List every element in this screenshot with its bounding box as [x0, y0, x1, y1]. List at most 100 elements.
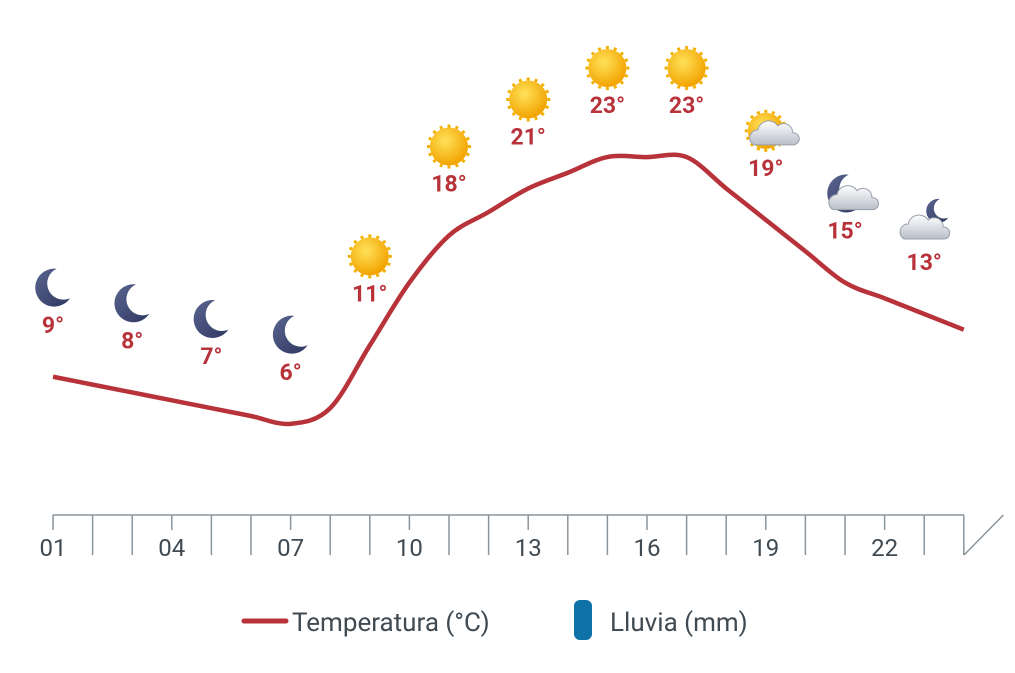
sun-ray [613, 85, 618, 89]
sun-ray [624, 73, 629, 78]
cloud [828, 185, 879, 211]
sun-ray [613, 47, 618, 52]
cloud [749, 120, 800, 146]
sun-ray [386, 246, 391, 251]
moon [272, 315, 308, 354]
x-tick [963, 514, 1004, 556]
sun-ray [624, 58, 629, 63]
sun-ray [771, 146, 776, 151]
legend: Temperatura (°C) Lluvia (mm) [241, 600, 748, 640]
sun-ray [432, 129, 437, 135]
value-label: 11° [352, 280, 387, 307]
sun [430, 127, 468, 166]
sun-ray [382, 268, 387, 274]
weather-icon [744, 109, 800, 152]
sun-ray [698, 80, 704, 85]
sun-ray [756, 110, 761, 115]
sun-ray [665, 58, 670, 63]
sun-ray [540, 111, 545, 117]
sun-ray [745, 121, 750, 126]
sun-ray [348, 262, 353, 267]
sun-ray [359, 235, 364, 240]
sun-ray [534, 116, 539, 121]
sun-ray [777, 114, 782, 120]
x-tick-label: 13 [515, 534, 542, 562]
value-label: 21° [511, 123, 546, 150]
weather-icon [114, 284, 150, 323]
weather-icon [827, 174, 879, 213]
sun-ray [432, 158, 437, 164]
sun-ray [353, 239, 358, 245]
sun-ray [511, 82, 516, 88]
sun-ray [597, 47, 602, 52]
sun-ray [428, 152, 433, 157]
moon [114, 284, 150, 323]
moon [926, 198, 949, 223]
sun-ray [518, 78, 523, 83]
sun-ray [428, 136, 433, 141]
sun-ray [353, 268, 358, 274]
x-tick-label: 01 [40, 534, 67, 562]
value-label: 18° [431, 171, 466, 198]
weather-icon [664, 46, 709, 91]
sun-ray [692, 47, 697, 52]
cloud [899, 214, 951, 240]
sun [350, 237, 389, 276]
sun-ray [540, 82, 545, 88]
x-tick-label: 10 [396, 534, 423, 562]
sun [667, 49, 706, 88]
sun-ray [590, 51, 596, 56]
temperature-line [52, 152, 965, 427]
sun-ray [359, 273, 364, 278]
sun-ray [619, 51, 625, 56]
sun-ray [507, 89, 512, 94]
value-label: 23° [669, 92, 704, 119]
sun-ray [756, 146, 761, 151]
sun-ray [665, 73, 670, 78]
sun-ray [771, 110, 776, 115]
sun-ray [507, 105, 512, 110]
value-label: 7° [200, 343, 222, 370]
weather-icon [899, 198, 951, 240]
sun-ray [669, 51, 675, 56]
value-label: 8° [121, 327, 143, 354]
moon [193, 299, 229, 338]
sun-ray [465, 136, 470, 141]
x-tick-label: 07 [277, 534, 304, 562]
sun-ray [698, 51, 704, 56]
sun-ray [586, 58, 591, 63]
weather-icon [35, 268, 70, 307]
sun-ray [692, 85, 697, 89]
x-tick-label: 22 [871, 534, 898, 562]
weather-icon [193, 299, 229, 338]
moon [35, 268, 70, 307]
sun-ray [461, 129, 466, 135]
sun [588, 49, 627, 88]
weather-icon [427, 124, 471, 169]
sun-ray [745, 136, 750, 141]
value-label: 13° [907, 249, 942, 276]
value-label: 15° [827, 218, 862, 245]
sun-ray [375, 235, 380, 240]
value-label: 19° [748, 155, 783, 182]
sun-ray [590, 80, 596, 85]
sun-ray [545, 105, 550, 110]
weather-icon [585, 46, 630, 91]
value-label: 9° [42, 312, 64, 339]
legend-swatch [574, 600, 592, 640]
sun-ray [669, 80, 675, 85]
x-tick-label: 19 [752, 534, 779, 562]
sun-ray [518, 116, 523, 121]
sun-ray [348, 246, 353, 251]
sun-ray [511, 111, 516, 117]
value-label: 6° [280, 359, 302, 386]
legend-label: Lluvia (mm) [610, 608, 748, 638]
weather-icon [347, 234, 392, 279]
sun-ray [749, 114, 755, 120]
sun-ray [382, 239, 387, 245]
sun-ray [676, 47, 681, 52]
sun-ray [386, 262, 391, 267]
sun-ray [454, 125, 459, 130]
